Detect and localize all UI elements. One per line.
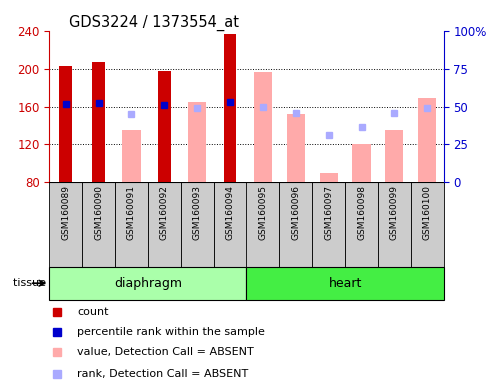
Text: GSM160099: GSM160099 [390,185,399,240]
Text: count: count [77,307,108,317]
Bar [345,182,378,267]
Bar [312,182,345,267]
Bar [122,130,141,182]
Text: percentile rank within the sample: percentile rank within the sample [77,327,265,337]
Bar [418,98,436,182]
Text: GSM160097: GSM160097 [324,185,333,240]
Bar [49,182,82,267]
Bar [224,33,236,182]
Text: GSM160096: GSM160096 [291,185,300,240]
Text: GSM160094: GSM160094 [226,185,235,240]
Bar [378,182,411,267]
Bar [352,144,371,182]
Bar [319,173,338,182]
Text: GSM160089: GSM160089 [61,185,70,240]
Text: value, Detection Call = ABSENT: value, Detection Call = ABSENT [77,347,254,357]
Text: GDS3224 / 1373554_at: GDS3224 / 1373554_at [69,15,239,31]
Bar [386,130,403,182]
Bar [92,62,105,182]
Text: GSM160092: GSM160092 [160,185,169,240]
Bar [246,267,444,300]
Bar [254,73,272,182]
Bar [213,182,246,267]
Text: rank, Detection Call = ABSENT: rank, Detection Call = ABSENT [77,369,248,379]
Text: heart: heart [328,277,362,290]
Bar [188,102,206,182]
Bar [411,182,444,267]
Text: tissue: tissue [13,278,49,288]
Text: GSM160090: GSM160090 [94,185,103,240]
Bar [158,71,171,182]
Bar [60,66,72,182]
Bar [246,182,280,267]
Text: GSM160095: GSM160095 [258,185,267,240]
Text: GSM160098: GSM160098 [357,185,366,240]
Bar [287,114,305,182]
Bar [82,182,115,267]
Bar [148,182,181,267]
Bar [181,182,213,267]
Text: diaphragm: diaphragm [114,277,182,290]
Text: GSM160100: GSM160100 [423,185,432,240]
Text: GSM160093: GSM160093 [193,185,202,240]
Text: GSM160091: GSM160091 [127,185,136,240]
Bar [280,182,312,267]
Bar [49,267,247,300]
Bar [115,182,148,267]
